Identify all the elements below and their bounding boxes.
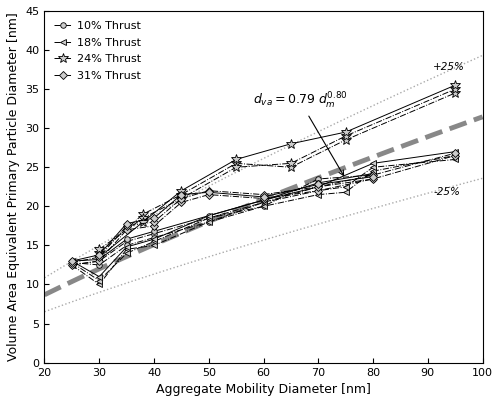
31% Thrust: [178, 200, 184, 205]
Legend: 10% Thrust, 18% Thrust, 24% Thrust, 31% Thrust: 10% Thrust, 18% Thrust, 24% Thrust, 31% …: [50, 17, 146, 85]
10% Thrust: [370, 172, 376, 177]
31% Thrust: [260, 196, 266, 201]
X-axis label: Aggregate Mobility Diameter [nm]: Aggregate Mobility Diameter [nm]: [156, 383, 371, 396]
10% Thrust: [260, 204, 266, 209]
18% Thrust: [316, 192, 322, 197]
Line: 31% Thrust: 31% Thrust: [69, 153, 458, 268]
24% Thrust: [233, 161, 239, 166]
24% Thrust: [342, 137, 348, 142]
10% Thrust: [96, 259, 102, 264]
10% Thrust: [316, 177, 322, 181]
18% Thrust: [151, 243, 157, 248]
31% Thrust: [452, 153, 458, 158]
18% Thrust: [96, 282, 102, 287]
18% Thrust: [124, 247, 130, 252]
Text: +25%: +25%: [434, 62, 465, 72]
Line: 24% Thrust: 24% Thrust: [94, 88, 460, 258]
31% Thrust: [124, 227, 130, 232]
24% Thrust: [288, 165, 294, 170]
10% Thrust: [151, 231, 157, 236]
Text: -25%: -25%: [434, 187, 460, 197]
24% Thrust: [452, 91, 458, 96]
10% Thrust: [124, 239, 130, 244]
31% Thrust: [151, 223, 157, 228]
24% Thrust: [96, 251, 102, 256]
31% Thrust: [370, 177, 376, 181]
31% Thrust: [206, 192, 212, 197]
Text: $d_{va} = 0.79\ d_m^{0.80}$: $d_{va} = 0.79\ d_m^{0.80}$: [252, 91, 347, 175]
18% Thrust: [452, 153, 458, 158]
18% Thrust: [69, 262, 75, 267]
18% Thrust: [260, 204, 266, 209]
Line: 18% Thrust: 18% Thrust: [68, 152, 458, 288]
31% Thrust: [316, 188, 322, 193]
Line: 10% Thrust: 10% Thrust: [69, 172, 376, 268]
Y-axis label: Volume Area Equivalent Primary Particle Diameter [nm]: Volume Area Equivalent Primary Particle …: [7, 12, 20, 361]
18% Thrust: [342, 190, 348, 195]
31% Thrust: [69, 262, 75, 267]
18% Thrust: [206, 220, 212, 224]
10% Thrust: [69, 262, 75, 267]
10% Thrust: [206, 216, 212, 220]
24% Thrust: [178, 192, 184, 197]
31% Thrust: [96, 259, 102, 264]
18% Thrust: [370, 169, 376, 174]
24% Thrust: [140, 212, 146, 216]
